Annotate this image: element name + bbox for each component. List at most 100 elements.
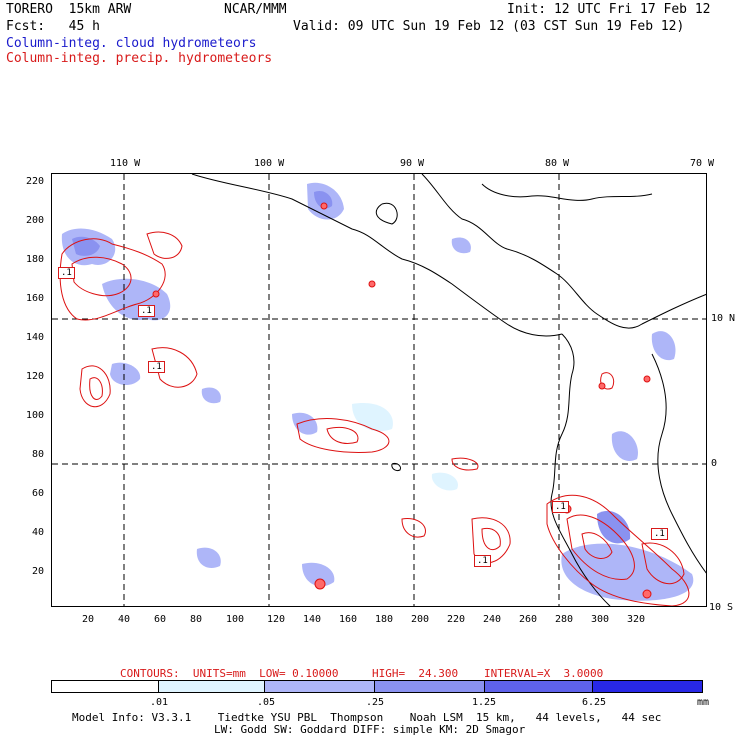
x-tick: 220 (447, 614, 466, 625)
cloud-area (352, 403, 393, 432)
cloud-area (302, 562, 335, 587)
x-tick: 100 (226, 614, 245, 625)
contour-box-label: .1 (552, 501, 569, 513)
colorbar-tick: 6.25 (582, 697, 607, 708)
lat-label: 0 (711, 458, 718, 469)
y-tick: 100 (26, 410, 45, 421)
coastline (421, 174, 706, 329)
precip-core (642, 589, 652, 599)
x-tick: 120 (267, 614, 286, 625)
lon-label: 80 W (545, 158, 570, 169)
contour-box-label: .1 (651, 528, 668, 540)
y-tick: 60 (32, 488, 45, 499)
colorbar-segment (159, 681, 265, 692)
x-tick: 240 (483, 614, 502, 625)
precip-contour (581, 532, 613, 559)
precip-contour (146, 231, 183, 259)
lat-label: 10 S (709, 602, 734, 613)
contour-box-label: .1 (474, 555, 491, 567)
precip-contour (71, 256, 132, 297)
y-tick: 40 (32, 527, 45, 538)
precip-contour (566, 514, 635, 580)
x-tick: 140 (303, 614, 322, 625)
contour-interval: INTERVAL=X 3.0000 (484, 667, 604, 680)
precip-contour (401, 517, 426, 538)
cloud-area (292, 412, 318, 435)
cloud-area (431, 472, 458, 491)
coastline (481, 183, 653, 201)
precip-core (598, 382, 606, 390)
precip-cores (152, 202, 652, 599)
lon-label: 100 W (254, 158, 285, 169)
y-tick: 140 (26, 332, 45, 343)
precip-contour (79, 365, 111, 407)
colorbar-segment (52, 681, 159, 692)
lat-label: 10 N (711, 313, 736, 324)
map-canvas (52, 174, 706, 606)
x-tick: 40 (118, 614, 131, 625)
colorbar-tick: 1.25 (472, 697, 497, 708)
x-tick: 320 (627, 614, 646, 625)
lon-label: 110 W (110, 158, 141, 169)
colorbar-segment (375, 681, 485, 692)
colorbar (51, 680, 703, 693)
lon-label: 70 W (690, 158, 715, 169)
cloud-area (651, 331, 676, 361)
precip-core (152, 290, 160, 298)
precip-contour (546, 494, 690, 606)
field-precip-label: Column-integ. precip. hydrometeors (6, 51, 273, 66)
org-label: NCAR/MMM (224, 2, 287, 17)
forecast-hour: Fcst: 45 h (6, 19, 100, 34)
precip-contour (89, 377, 103, 400)
colorbar-unit: mm (697, 697, 710, 708)
precip-core (314, 578, 326, 590)
model-info: Model Info: V3.3.1 Tiedtke YSU PBL Thomp… (72, 711, 662, 724)
coastline (375, 202, 398, 225)
precip-contour (296, 418, 390, 453)
init-time: Init: 12 UTC Fri 17 Feb 12 (507, 2, 711, 17)
x-tick: 260 (519, 614, 538, 625)
colorbar-segment (485, 681, 593, 692)
model-physics: LW: Godd SW: Goddard DIFF: simple KM: 2D… (214, 723, 526, 736)
field-cloud-label: Column-integ. cloud hydrometeors (6, 36, 257, 51)
y-tick: 120 (26, 371, 45, 382)
cloud-area (102, 278, 171, 321)
precip-contour (600, 372, 615, 390)
valid-time: Valid: 09 UTC Sun 19 Feb 12 (03 CST Sun … (293, 19, 685, 34)
cloud-area (451, 237, 471, 254)
x-tick: 60 (154, 614, 167, 625)
cloud-area (314, 190, 333, 209)
colorbar-tick: .01 (150, 697, 169, 708)
cloud-area (611, 431, 638, 462)
x-tick: 80 (190, 614, 203, 625)
colorbar-segment (265, 681, 375, 692)
x-tick: 200 (411, 614, 430, 625)
precip-core (368, 280, 376, 288)
precip-contour (481, 527, 501, 551)
coastline (651, 353, 706, 574)
precip-contour (641, 542, 685, 584)
y-tick: 160 (26, 293, 45, 304)
contour-box-label: .1 (138, 305, 155, 317)
coastline (191, 174, 563, 337)
coastline (550, 333, 611, 606)
precip-contour (151, 347, 198, 388)
contour-box-label: .1 (58, 267, 75, 279)
precip-contour (326, 427, 359, 444)
colorbar-segment (593, 681, 702, 692)
cloud-area (597, 510, 631, 544)
x-tick: 300 (591, 614, 610, 625)
contour-units: CONTOURS: UNITS=mm LOW= 0.10000 (120, 667, 339, 680)
y-tick: 180 (26, 254, 45, 265)
coastlines (191, 174, 706, 606)
lon-label: 90 W (400, 158, 425, 169)
cloud-area (201, 387, 221, 404)
precip-core (320, 202, 328, 210)
x-tick: 20 (82, 614, 95, 625)
x-tick: 160 (339, 614, 358, 625)
y-tick: 220 (26, 176, 45, 187)
precip-core (643, 375, 651, 383)
cloud-shading (61, 182, 694, 601)
y-tick: 200 (26, 215, 45, 226)
cloud-area (196, 547, 221, 569)
